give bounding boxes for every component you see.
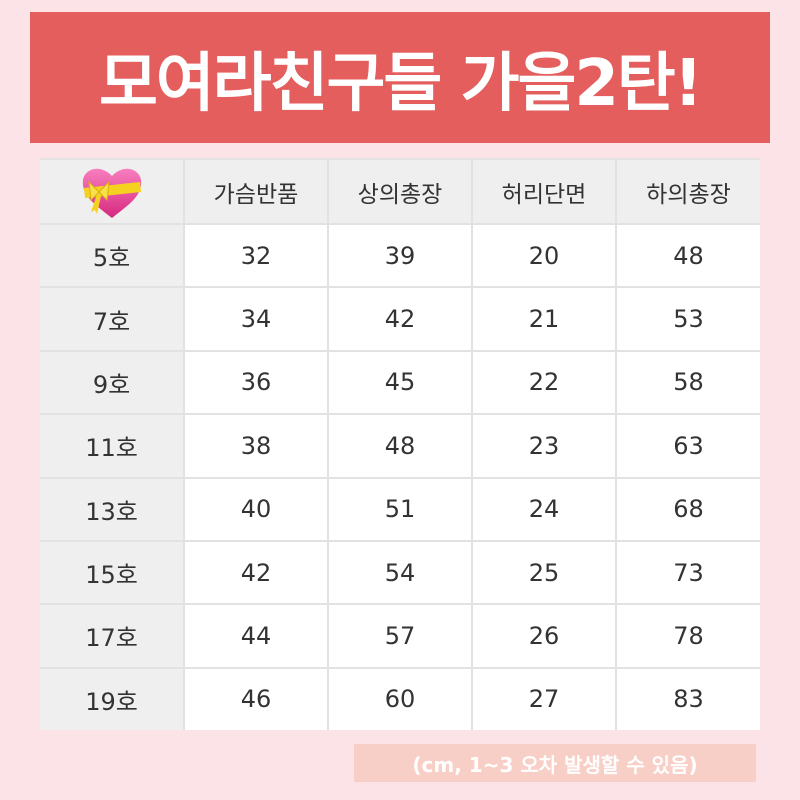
row-header-size: 11호 <box>40 415 183 477</box>
table-cell: 45 <box>329 351 471 414</box>
table-cell: 78 <box>617 605 760 667</box>
row-header-size: 15호 <box>40 541 183 604</box>
table-cell: 42 <box>329 288 471 350</box>
table-cell: 51 <box>329 478 471 540</box>
table-cell: 48 <box>617 225 760 287</box>
table-cell: 42 <box>185 541 327 604</box>
table-cell: 54 <box>329 541 471 604</box>
table-cell: 25 <box>473 541 615 604</box>
table-cell: 36 <box>185 351 327 414</box>
table-cell: 27 <box>473 668 615 730</box>
column-header: 허리단면 <box>473 160 615 223</box>
table-cell: 68 <box>617 478 760 540</box>
column-header: 상의총장 <box>329 160 471 223</box>
row-header-size: 13호 <box>40 478 183 540</box>
table-cell: 40 <box>185 478 327 540</box>
table-cell: 44 <box>185 605 327 667</box>
table-cell: 21 <box>473 288 615 350</box>
column-header: 가슴반품 <box>185 160 327 223</box>
corner-cell <box>40 160 183 223</box>
table-cell: 60 <box>329 668 471 730</box>
table-cell: 58 <box>617 351 760 414</box>
table-cell: 26 <box>473 605 615 667</box>
heart-with-ribbon-icon <box>82 168 141 218</box>
row-header-size: 5호 <box>40 225 183 287</box>
table-cell: 53 <box>617 288 760 350</box>
row-header-size: 19호 <box>40 668 183 730</box>
table-cell: 48 <box>329 415 471 477</box>
table-cell: 24 <box>473 478 615 540</box>
page-title: 모여라친구들 가을2탄! <box>99 46 703 121</box>
size-table: 가슴반품 상의총장 허리단면 하의총장 5호 32 39 20 48 7호 34 42 21 53 9호 36… <box>40 158 760 730</box>
table-cell: 63 <box>617 415 760 477</box>
table-cell: 32 <box>185 225 327 287</box>
footer-note: (cm, 1~3 오차 발생할 수 있음) <box>354 744 756 782</box>
table-cell: 46 <box>185 668 327 730</box>
table-cell: 38 <box>185 415 327 477</box>
title-banner: 모여라친구들 가을2탄! <box>30 12 770 143</box>
column-header: 하의총장 <box>617 160 760 223</box>
table-cell: 22 <box>473 351 615 414</box>
table-cell: 57 <box>329 605 471 667</box>
table-cell: 34 <box>185 288 327 350</box>
row-header-size: 7호 <box>40 288 183 350</box>
footer-note-text: (cm, 1~3 오차 발생할 수 있음) <box>412 752 698 777</box>
table-cell: 23 <box>473 415 615 477</box>
row-header-size: 17호 <box>40 605 183 667</box>
table-cell: 73 <box>617 541 760 604</box>
table-cell: 39 <box>329 225 471 287</box>
table-cell: 83 <box>617 668 760 730</box>
table-cell: 20 <box>473 225 615 287</box>
row-header-size: 9호 <box>40 351 183 414</box>
